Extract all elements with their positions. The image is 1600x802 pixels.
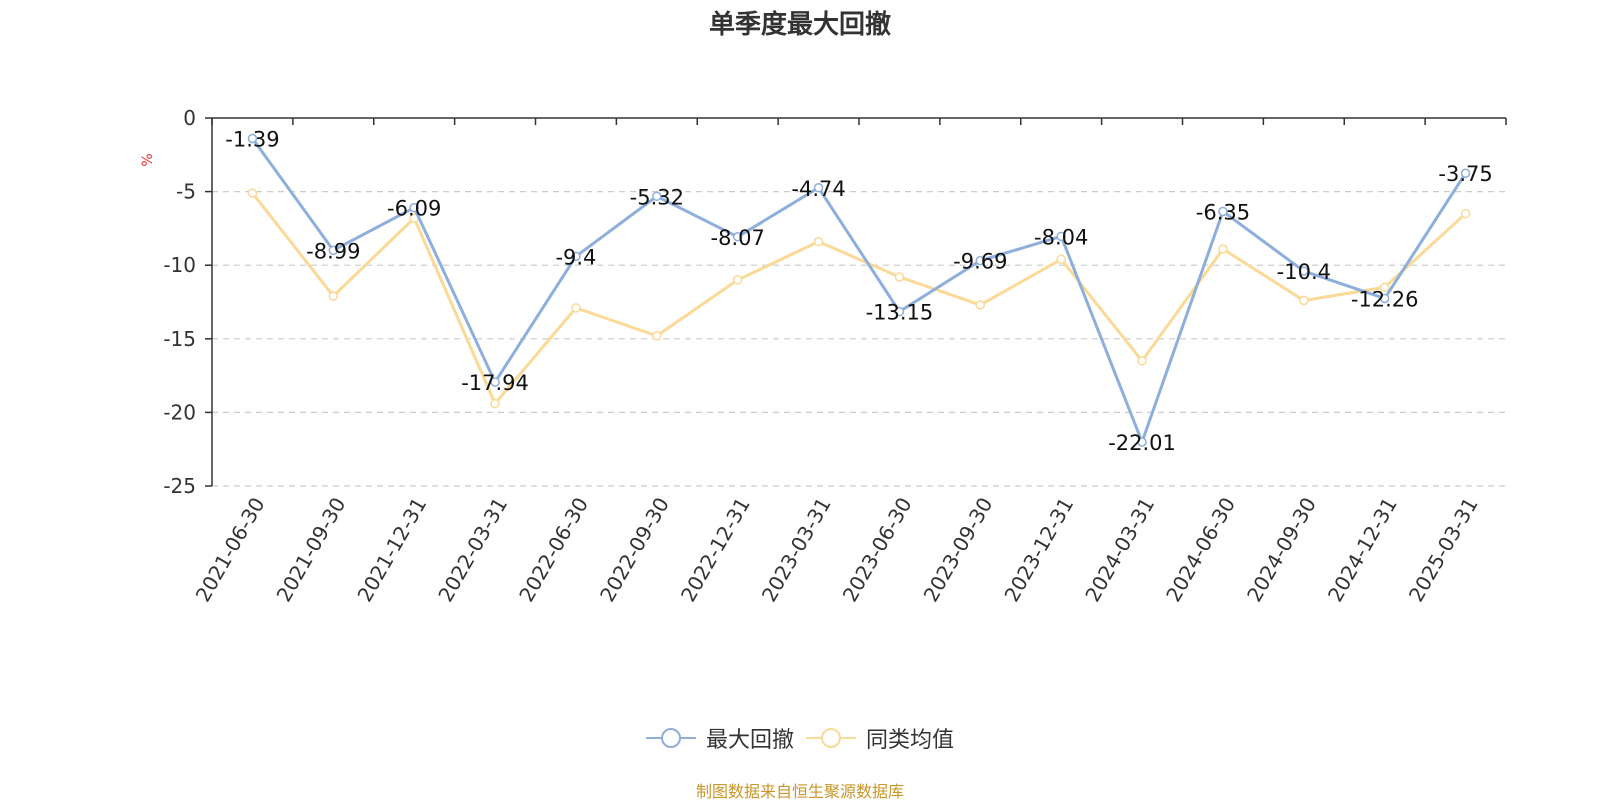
x-tick-label: 2025-03-31 (1404, 493, 1483, 606)
data-point[interactable] (1460, 168, 1471, 178)
x-tick-labels: 2021-06-30 2021-09-30 2021-12-31 2022-03-31… (191, 493, 1483, 606)
data-label: -17.94 (461, 371, 529, 395)
data-point[interactable] (1056, 254, 1066, 265)
data-label: -13.15 (866, 301, 934, 325)
x-tick-label: 2021-09-30 (272, 493, 351, 606)
legend-marker-icon (806, 728, 856, 748)
x-tick-label: 2022-12-31 (676, 493, 755, 606)
series-group (247, 133, 1471, 447)
data-point[interactable] (975, 255, 986, 266)
x-tick-label: 2021-06-30 (191, 493, 270, 606)
x-tick-label: 2023-12-31 (999, 493, 1078, 606)
legend-label: 同类均值 (866, 728, 955, 753)
data-label: -9.4 (555, 245, 596, 269)
data-point[interactable] (732, 232, 743, 242)
y-tick-label: -25 (163, 474, 196, 498)
data-point[interactable] (409, 202, 419, 213)
y-tick-label: 0 (183, 106, 196, 130)
data-point[interactable] (975, 300, 986, 310)
data-point[interactable] (1218, 206, 1228, 217)
y-tick-label: -10 (163, 253, 196, 277)
data-point[interactable] (1379, 282, 1390, 293)
data-label: -5.32 (630, 185, 684, 209)
data-point[interactable] (328, 291, 339, 301)
y-tick-labels: 0 -5 -10 -15 -20 -25 (163, 106, 196, 498)
x-tick-label: 2024-12-31 (1323, 493, 1402, 606)
x-tick-label: 2022-03-31 (433, 493, 512, 606)
data-point[interactable] (490, 377, 500, 387)
data-label: -10.4 (1277, 260, 1331, 284)
data-point[interactable] (1379, 293, 1390, 304)
data-label: -6.35 (1196, 200, 1250, 224)
data-point[interactable] (1299, 295, 1309, 306)
data-point[interactable] (1137, 356, 1147, 366)
x-tick-label: 2024-09-30 (1242, 493, 1321, 606)
data-labels: -1.39 -8.99 -6.09 -17.94 -9.4 -5.32 -8.07 -4.74… (225, 127, 1492, 455)
legend[interactable]: 最大回撤 同类均值 (0, 722, 1600, 754)
data-label: -6.09 (387, 197, 441, 221)
grid-lines (212, 191, 1506, 487)
data-point[interactable] (652, 331, 662, 341)
series-line (251, 137, 1467, 444)
y-tick-label: -20 (163, 400, 196, 424)
data-label: -8.04 (1034, 225, 1088, 249)
x-tick-label: 2022-09-30 (595, 493, 674, 606)
x-tick-label: 2023-09-30 (919, 493, 998, 606)
data-point[interactable] (732, 275, 743, 285)
data-point[interactable] (1460, 208, 1471, 219)
x-tick-label: 2021-12-31 (352, 493, 431, 606)
x-tick-label: 2023-06-30 (838, 493, 917, 606)
data-point[interactable] (1299, 266, 1309, 276)
data-point[interactable] (571, 251, 581, 262)
data-point[interactable] (328, 245, 339, 256)
x-tick-label: 2024-03-31 (1080, 493, 1159, 606)
y-axis-label: % (140, 153, 156, 166)
data-label: -12.26 (1351, 287, 1419, 311)
data-point[interactable] (490, 398, 500, 409)
data-point[interactable] (894, 306, 905, 317)
data-label: -4.74 (791, 177, 845, 201)
data-point[interactable] (247, 188, 258, 198)
data-point[interactable] (894, 272, 905, 282)
data-point[interactable] (813, 236, 824, 247)
data-label: -8.99 (306, 239, 360, 263)
data-point[interactable] (652, 191, 662, 202)
data-point[interactable] (1218, 244, 1228, 254)
data-point[interactable] (1137, 437, 1147, 447)
source-note: 制图数据来自恒生聚源数据库 (695, 782, 904, 801)
data-point[interactable] (813, 183, 824, 193)
axes (205, 117, 1507, 487)
x-tick-label: 2023-03-31 (757, 493, 836, 606)
data-label: -9.69 (953, 250, 1007, 274)
data-label: -8.07 (711, 226, 765, 250)
data-label: -22.01 (1108, 431, 1176, 455)
y-tick-label: -15 (163, 327, 196, 351)
chart-title: 单季度最大回撤 (708, 10, 891, 40)
data-point[interactable] (247, 133, 258, 144)
y-tick-label: -5 (176, 180, 196, 204)
data-point[interactable] (571, 303, 581, 313)
data-point[interactable] (1056, 231, 1066, 242)
data-label: -3.75 (1438, 162, 1492, 186)
legend-item-max-drawdown[interactable]: 最大回撤 (645, 722, 794, 754)
x-tick-label: 2022-06-30 (514, 493, 593, 606)
legend-marker-icon (645, 728, 696, 748)
x-tick-label: 2024-06-30 (1161, 493, 1240, 606)
legend-label: 最大回撤 (705, 728, 794, 753)
data-label: -1.39 (225, 127, 279, 151)
legend-item-peer-average[interactable]: 同类均值 (806, 722, 954, 754)
series-line (251, 192, 1467, 406)
